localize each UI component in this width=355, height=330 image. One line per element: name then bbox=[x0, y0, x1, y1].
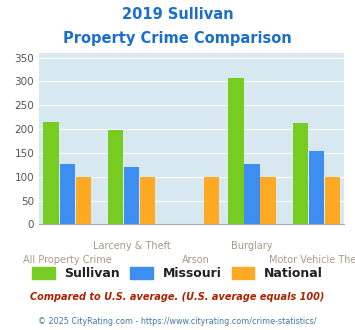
Bar bbox=[108, 130, 123, 224]
Text: © 2025 CityRating.com - https://www.cityrating.com/crime-statistics/: © 2025 CityRating.com - https://www.city… bbox=[38, 317, 317, 326]
Bar bbox=[76, 177, 91, 224]
Bar bbox=[60, 164, 75, 224]
Bar bbox=[140, 177, 155, 224]
Bar bbox=[260, 177, 275, 224]
Bar bbox=[293, 123, 308, 224]
Bar bbox=[325, 177, 340, 224]
Text: Burglary: Burglary bbox=[231, 241, 273, 251]
Bar bbox=[204, 177, 219, 224]
Text: Arson: Arson bbox=[182, 255, 210, 265]
Bar bbox=[228, 78, 244, 224]
Text: Larceny & Theft: Larceny & Theft bbox=[93, 241, 170, 251]
Legend: Sullivan, Missouri, National: Sullivan, Missouri, National bbox=[27, 262, 328, 285]
Bar bbox=[244, 164, 260, 224]
Text: Property Crime Comparison: Property Crime Comparison bbox=[63, 31, 292, 46]
Text: All Property Crime: All Property Crime bbox=[23, 255, 111, 265]
Bar bbox=[308, 150, 324, 224]
Text: Compared to U.S. average. (U.S. average equals 100): Compared to U.S. average. (U.S. average … bbox=[30, 292, 325, 302]
Bar bbox=[43, 122, 59, 224]
Text: Motor Vehicle Theft: Motor Vehicle Theft bbox=[269, 255, 355, 265]
Text: 2019 Sullivan: 2019 Sullivan bbox=[122, 7, 233, 22]
Bar bbox=[124, 167, 139, 224]
